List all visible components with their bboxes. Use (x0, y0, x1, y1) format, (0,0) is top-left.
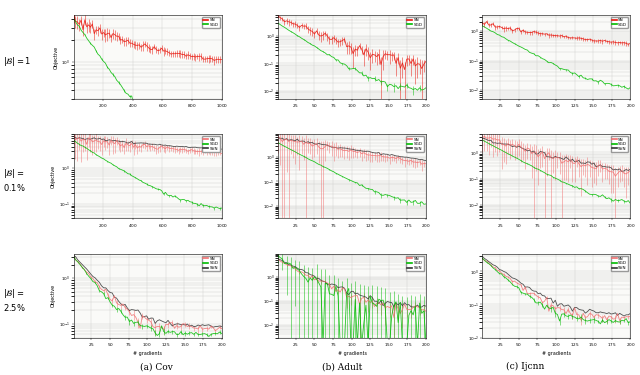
Text: $|\mathcal{B}| = 1$: $|\mathcal{B}| = 1$ (3, 56, 32, 68)
X-axis label: # gradients: # gradients (542, 351, 571, 356)
Legend: SN, SGD: SN, SGD (611, 17, 628, 28)
Text: (b) Adult: (b) Adult (322, 362, 363, 371)
Y-axis label: Objective: Objective (51, 284, 56, 307)
Legend: SN, SGD: SN, SGD (202, 17, 220, 28)
Legend: SN, SGD, SVN: SN, SGD, SVN (406, 256, 424, 272)
Legend: SN, SGD, SVN: SN, SGD, SVN (611, 136, 628, 152)
Y-axis label: Objective: Objective (53, 45, 58, 69)
Y-axis label: Objective: Objective (51, 165, 56, 188)
Text: $|\mathcal{B}| =$
$0.1\%$: $|\mathcal{B}| =$ $0.1\%$ (3, 167, 26, 193)
Legend: SN, SGD: SN, SGD (406, 17, 424, 28)
Text: (a) Cov: (a) Cov (140, 362, 173, 371)
Legend: SN, SGD, SVN: SN, SGD, SVN (611, 256, 628, 272)
X-axis label: # gradients: # gradients (133, 351, 162, 356)
Text: (c) Ijcnn: (c) Ijcnn (506, 362, 544, 371)
Legend: SN, SGD, SVN: SN, SGD, SVN (202, 136, 220, 152)
X-axis label: # gradients: # gradients (337, 351, 367, 356)
Text: $|\mathcal{B}| =$
$2.5\%$: $|\mathcal{B}| =$ $2.5\%$ (3, 287, 26, 313)
Legend: SN, SGD, SVN: SN, SGD, SVN (406, 136, 424, 152)
Legend: SN, SGD, SVN: SN, SGD, SVN (202, 256, 220, 272)
